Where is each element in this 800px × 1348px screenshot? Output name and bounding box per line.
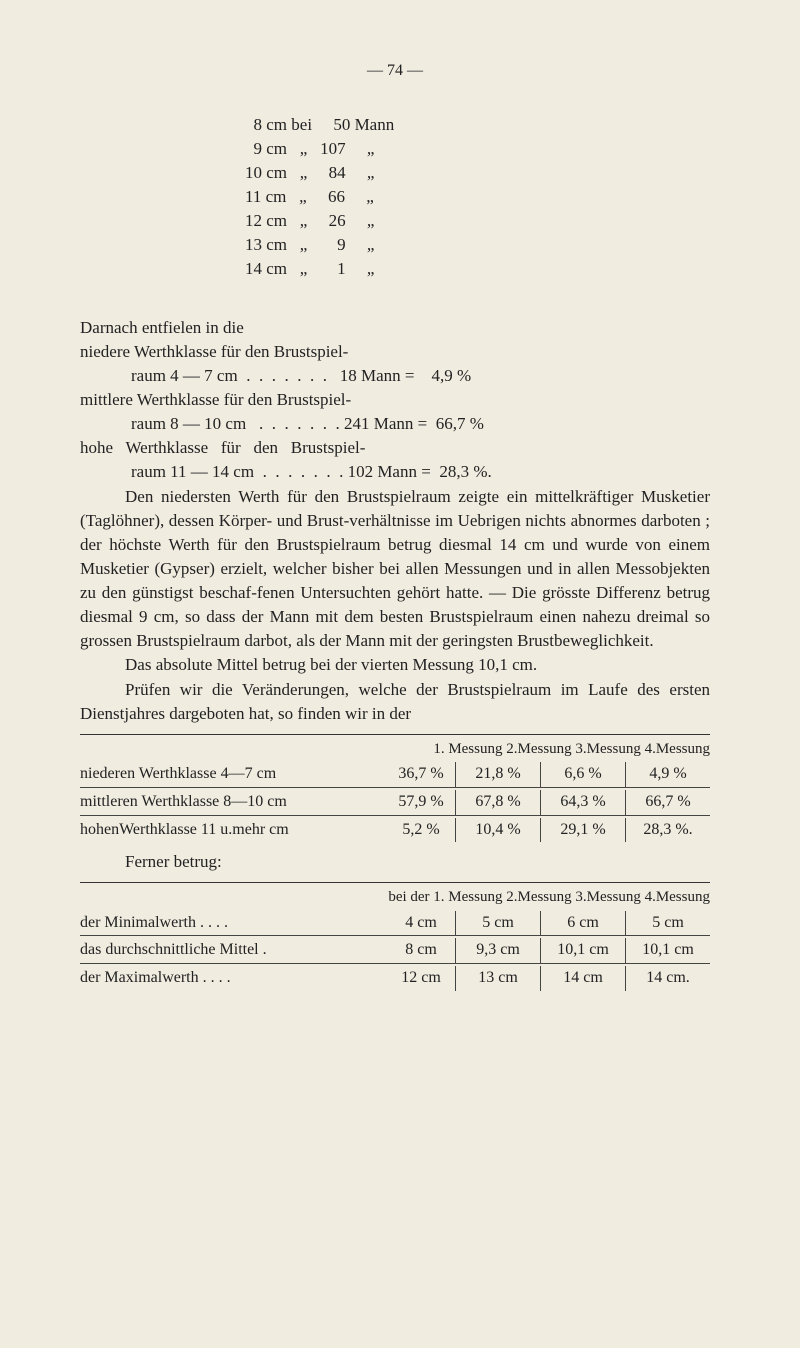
text-line: raum 8 — 10 cm . . . . . . . 241 Mann = … bbox=[80, 414, 484, 433]
cell: 10,4 % bbox=[455, 818, 540, 843]
text-line: raum 11 — 14 cm . . . . . . . 102 Mann =… bbox=[80, 462, 492, 481]
cell: 6,6 % bbox=[540, 762, 625, 787]
list-item: 13 cm „ 9 „ bbox=[245, 233, 710, 257]
cell: 10,1 cm bbox=[540, 938, 625, 963]
list-item: 8 cm bei 50 Mann bbox=[245, 113, 710, 137]
cm-measurement-list: 8 cm bei 50 Mann 9 cm „ 107 „ 10 cm „ 84… bbox=[245, 113, 710, 282]
page-number: — 74 — bbox=[80, 60, 710, 83]
table-row: der Maximalwerth . . . . 12 cm 13 cm 14 … bbox=[80, 963, 710, 991]
paragraph-2: Das absolute Mittel betrug bei der viert… bbox=[80, 653, 710, 677]
paragraph-1: Den niedersten Werth für den Brustspielr… bbox=[80, 485, 710, 654]
cell: 12 cm bbox=[387, 967, 455, 990]
row-label: der Minimalwerth . . . . bbox=[80, 912, 387, 935]
list-item: 9 cm „ 107 „ bbox=[245, 137, 710, 161]
cell: 66,7 % bbox=[625, 790, 710, 815]
row-label: mittleren Werthklasse 8—10 cm bbox=[80, 791, 387, 814]
text-line: niedere Werthklasse für den Brustspiel- bbox=[80, 342, 348, 361]
text-line: hohe Werthklasse für den Brustspiel- bbox=[80, 438, 365, 457]
classification-block: Darnach entfielen in die niedere Werthkl… bbox=[80, 292, 710, 485]
document-page: — 74 — 8 cm bei 50 Mann 9 cm „ 107 „ 10 … bbox=[0, 0, 800, 1051]
cell: 36,7 % bbox=[387, 763, 455, 786]
text-line: Darnach entfielen in die bbox=[80, 318, 244, 337]
ferner-label: Ferner betrug: bbox=[80, 850, 710, 874]
cell: 29,1 % bbox=[540, 818, 625, 843]
table-1-header: 1. Messung 2.Messung 3.Messung 4.Messung bbox=[80, 739, 710, 760]
cell: 4,9 % bbox=[625, 762, 710, 787]
divider bbox=[80, 882, 710, 883]
cell: 28,3 %. bbox=[625, 818, 710, 843]
table-2: bei der 1. Messung 2.Messung 3.Messung 4… bbox=[80, 887, 710, 990]
cell: 13 cm bbox=[455, 966, 540, 991]
cell: 67,8 % bbox=[455, 790, 540, 815]
cell: 10,1 cm bbox=[625, 938, 710, 963]
row-label: der Maximalwerth . . . . bbox=[80, 967, 387, 990]
cell: 57,9 % bbox=[387, 791, 455, 814]
list-item: 10 cm „ 84 „ bbox=[245, 161, 710, 185]
cell: 14 cm. bbox=[625, 966, 710, 991]
cell: 21,8 % bbox=[455, 762, 540, 787]
cell: 5 cm bbox=[455, 911, 540, 936]
table-1: 1. Messung 2.Messung 3.Messung 4.Messung… bbox=[80, 739, 710, 842]
cell: 8 cm bbox=[387, 939, 455, 962]
row-label: niederen Werthklasse 4—7 cm bbox=[80, 763, 387, 786]
text-line: mittlere Werthklasse für den Brustspiel- bbox=[80, 390, 351, 409]
list-item: 12 cm „ 26 „ bbox=[245, 209, 710, 233]
table-row: das durchschnittliche Mittel . 8 cm 9,3 … bbox=[80, 935, 710, 963]
cell: 5 cm bbox=[625, 911, 710, 936]
table-row: hohenWerthklasse 11 u.mehr cm 5,2 % 10,4… bbox=[80, 815, 710, 843]
cell: 5,2 % bbox=[387, 819, 455, 842]
list-item: 14 cm „ 1 „ bbox=[245, 257, 710, 281]
cell: 14 cm bbox=[540, 966, 625, 991]
row-label: hohenWerthklasse 11 u.mehr cm bbox=[80, 819, 387, 842]
cell: 64,3 % bbox=[540, 790, 625, 815]
table-row: der Minimalwerth . . . . 4 cm 5 cm 6 cm … bbox=[80, 911, 710, 936]
row-label: das durchschnittliche Mittel . bbox=[80, 939, 387, 962]
cell: 6 cm bbox=[540, 911, 625, 936]
cell: 9,3 cm bbox=[455, 938, 540, 963]
divider bbox=[80, 734, 710, 735]
paragraph-3: Prüfen wir die Veränderungen, welche der… bbox=[80, 678, 710, 726]
table-row: niederen Werthklasse 4—7 cm 36,7 % 21,8 … bbox=[80, 762, 710, 787]
cell: 4 cm bbox=[387, 912, 455, 935]
table-row: mittleren Werthklasse 8—10 cm 57,9 % 67,… bbox=[80, 787, 710, 815]
table-2-header: bei der 1. Messung 2.Messung 3.Messung 4… bbox=[80, 887, 710, 908]
list-item: 11 cm „ 66 „ bbox=[245, 185, 710, 209]
text-line: raum 4 — 7 cm . . . . . . . 18 Mann = 4,… bbox=[80, 366, 471, 385]
